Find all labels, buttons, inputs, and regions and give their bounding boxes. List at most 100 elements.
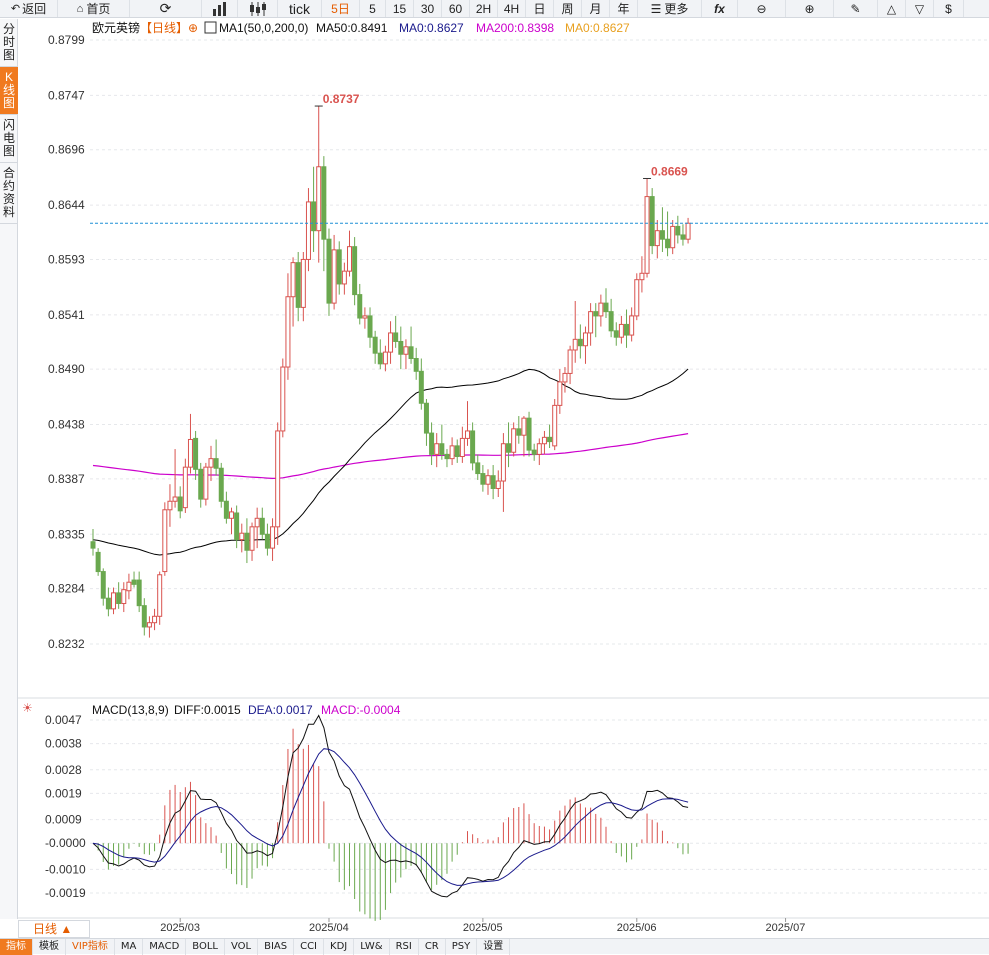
candle-body[interactable] — [434, 443, 440, 455]
candle-body[interactable] — [285, 296, 291, 368]
period-year[interactable]: 年 — [610, 0, 638, 17]
candle-body[interactable] — [608, 311, 614, 332]
candle-style-button[interactable] — [238, 0, 278, 17]
period-60[interactable]: 60 — [442, 0, 470, 17]
candle-body[interactable] — [449, 445, 455, 460]
period-30[interactable]: 30 — [414, 0, 442, 17]
candle-body[interactable] — [521, 417, 527, 436]
candle-body[interactable] — [418, 370, 424, 404]
draw-line-button[interactable]: ✎ — [834, 0, 878, 17]
candle-body[interactable] — [464, 430, 470, 439]
candle-body[interactable] — [336, 249, 342, 285]
candle-body[interactable] — [413, 358, 419, 372]
candle-body[interactable] — [290, 262, 296, 298]
candle-body[interactable] — [459, 437, 465, 458]
candle-body[interactable] — [485, 475, 491, 485]
candle-body[interactable] — [526, 417, 532, 451]
candle-body[interactable] — [567, 349, 573, 374]
candle-body[interactable] — [316, 166, 322, 232]
candle-body[interactable] — [362, 315, 368, 319]
five-day-button[interactable]: 5日 — [322, 0, 360, 17]
tab-template[interactable]: 模板 — [33, 938, 66, 955]
candle-body[interactable] — [562, 372, 568, 383]
candle-body[interactable] — [244, 532, 250, 551]
period-month[interactable]: 月 — [582, 0, 610, 17]
candle-body[interactable] — [552, 404, 558, 447]
candle-body[interactable] — [187, 438, 193, 468]
candle-body[interactable] — [311, 201, 317, 232]
ma-config-icon[interactable] — [204, 21, 217, 34]
candle-body[interactable] — [136, 579, 142, 607]
candle-body[interactable] — [659, 230, 665, 240]
period-week[interactable]: 周 — [554, 0, 582, 17]
candle-body[interactable] — [321, 166, 327, 240]
candle-body[interactable] — [259, 517, 265, 535]
candle-body[interactable] — [665, 238, 671, 249]
candle-body[interactable] — [300, 258, 306, 308]
candle-body[interactable] — [208, 458, 214, 468]
candle-body[interactable] — [685, 222, 691, 240]
candle-body[interactable] — [280, 366, 286, 432]
period-2h[interactable]: 2H — [470, 0, 498, 17]
candle-body[interactable] — [167, 500, 173, 511]
tab-psy[interactable]: PSY — [446, 938, 478, 955]
period-4h[interactable]: 4H — [498, 0, 526, 17]
candle-body[interactable] — [618, 323, 624, 338]
candle-body[interactable] — [408, 346, 414, 360]
candle-body[interactable] — [629, 315, 635, 336]
candle-body[interactable] — [654, 230, 660, 247]
candle-body[interactable] — [111, 592, 117, 610]
candle-body[interactable] — [393, 332, 399, 342]
candle-body[interactable] — [500, 443, 506, 482]
candle-body[interactable] — [480, 473, 486, 485]
candle-body[interactable] — [593, 311, 599, 317]
candle-body[interactable] — [377, 352, 383, 365]
tab-cci[interactable]: CCI — [294, 938, 325, 955]
tab-indicator[interactable]: 指标 — [0, 938, 33, 955]
tab-boll[interactable]: BOLL — [186, 938, 225, 955]
candle-body[interactable] — [223, 500, 229, 519]
candle-body[interactable] — [193, 437, 199, 470]
candle-body[interactable] — [490, 475, 496, 489]
candle-body[interactable] — [541, 436, 547, 445]
candle-body[interactable] — [511, 428, 517, 453]
period-selector[interactable]: 日线 ▲ — [18, 920, 90, 938]
candle-body[interactable] — [347, 246, 352, 272]
candle-body[interactable] — [90, 541, 96, 549]
candle-body[interactable] — [372, 336, 378, 354]
candle-body[interactable] — [203, 466, 209, 500]
candle-body[interactable] — [218, 467, 224, 502]
candle-body[interactable] — [105, 597, 111, 610]
candle-body[interactable] — [531, 449, 537, 455]
candle-body[interactable] — [649, 196, 655, 247]
candle-body[interactable] — [357, 294, 363, 319]
candle-body[interactable] — [126, 581, 132, 592]
candle-body[interactable] — [270, 526, 276, 549]
zoom-out-button[interactable]: ⊖ — [738, 0, 786, 17]
candle-body[interactable] — [275, 430, 281, 528]
candle-body[interactable] — [598, 302, 604, 317]
candle-body[interactable] — [172, 496, 178, 502]
candle-body[interactable] — [229, 511, 235, 519]
candle-body[interactable] — [213, 458, 219, 469]
candle-body[interactable] — [516, 428, 522, 436]
candle-body[interactable] — [613, 330, 619, 338]
candle-body[interactable] — [162, 509, 168, 573]
tab-timeshare[interactable]: 分时图 — [0, 19, 18, 67]
candle-body[interactable] — [403, 346, 409, 355]
candle-body[interactable] — [634, 279, 640, 317]
tab-vol[interactable]: VOL — [225, 938, 259, 955]
candle-body[interactable] — [398, 340, 404, 355]
candle-body[interactable] — [536, 443, 542, 455]
candle-body[interactable] — [305, 201, 311, 260]
candle-body[interactable] — [429, 432, 435, 455]
candle-body[interactable] — [454, 445, 460, 458]
candle-body[interactable] — [603, 302, 609, 313]
candle-body[interactable] — [182, 466, 188, 509]
candle-body[interactable] — [295, 262, 301, 308]
currency-button[interactable]: $ — [934, 0, 964, 17]
candle-body[interactable] — [388, 332, 394, 353]
candle-body[interactable] — [95, 551, 101, 573]
tab-contract-info[interactable]: 合约资料 — [0, 163, 18, 224]
